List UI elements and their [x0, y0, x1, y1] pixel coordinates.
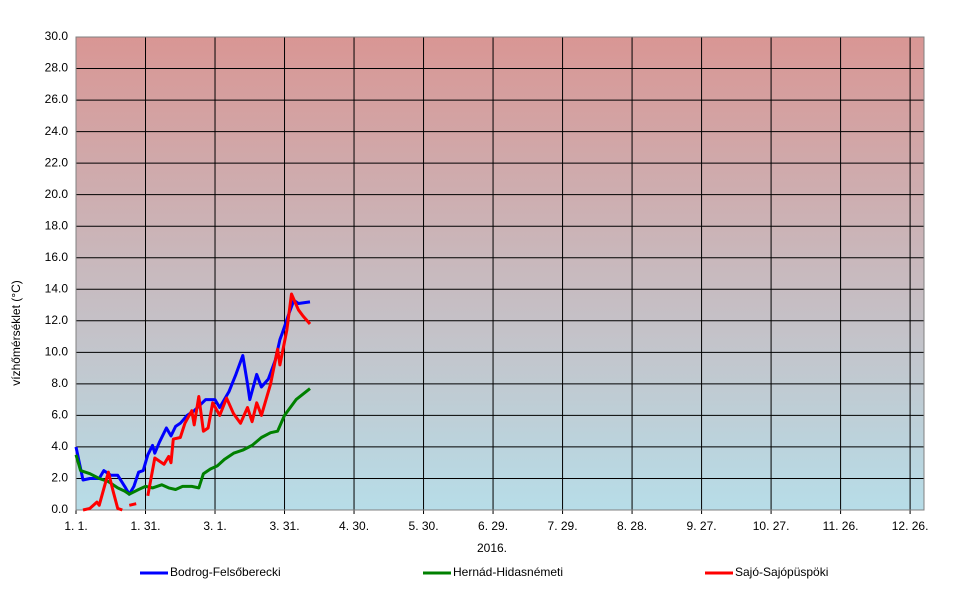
y-tick-label: 28.0	[45, 61, 69, 75]
y-tick-label: 16.0	[45, 250, 69, 264]
x-tick-label: 8. 28.	[617, 519, 647, 533]
x-tick-label: 5. 30.	[409, 519, 439, 533]
legend-label: Hernád-Hidasnémeti	[453, 565, 563, 579]
x-tick-label: 3. 1.	[203, 519, 226, 533]
x-tick-label: 9. 27.	[687, 519, 717, 533]
x-tick-label: 7. 29.	[548, 519, 578, 533]
legend-label: Bodrog-Felsőberecki	[170, 565, 281, 579]
x-tick-label: 1. 31.	[130, 519, 160, 533]
y-tick-label: 8.0	[51, 376, 68, 390]
x-tick-label: 3. 31.	[270, 519, 300, 533]
plot-area	[76, 37, 924, 510]
y-tick-label: 2.0	[51, 471, 68, 485]
legend-label: Sajó-Sajópüspöki	[735, 565, 828, 579]
x-tick-label: 10. 27.	[753, 519, 790, 533]
y-tick-label: 0.0	[51, 502, 68, 516]
y-tick-label: 6.0	[51, 408, 68, 422]
x-axis-label: 2016.	[477, 541, 507, 555]
data-line	[82, 292, 312, 512]
y-tick-label: 18.0	[45, 218, 69, 232]
y-tick-label: 24.0	[45, 124, 69, 138]
y-tick-label: 20.0	[45, 187, 69, 201]
x-tick-label: 6. 29.	[478, 519, 508, 533]
data-line	[74, 387, 311, 496]
data-line	[74, 298, 311, 496]
x-tick-label: 12. 26.	[892, 519, 929, 533]
y-tick-label: 22.0	[45, 155, 69, 169]
x-tick-label: 11. 26.	[823, 519, 859, 533]
x-tick-label: 1. 1.	[64, 519, 87, 533]
y-tick-label: 14.0	[45, 281, 69, 295]
y-tick-label: 12.0	[45, 313, 69, 327]
y-axis-label: vízhőmérséklet (°C)	[9, 280, 23, 386]
y-tick-label: 4.0	[51, 439, 68, 453]
y-tick-label: 30.0	[45, 29, 69, 43]
plot-border	[75, 36, 925, 511]
y-tick-label: 10.0	[45, 345, 69, 359]
x-tick-label: 4. 30.	[339, 519, 369, 533]
y-tick-label: 26.0	[45, 92, 69, 106]
